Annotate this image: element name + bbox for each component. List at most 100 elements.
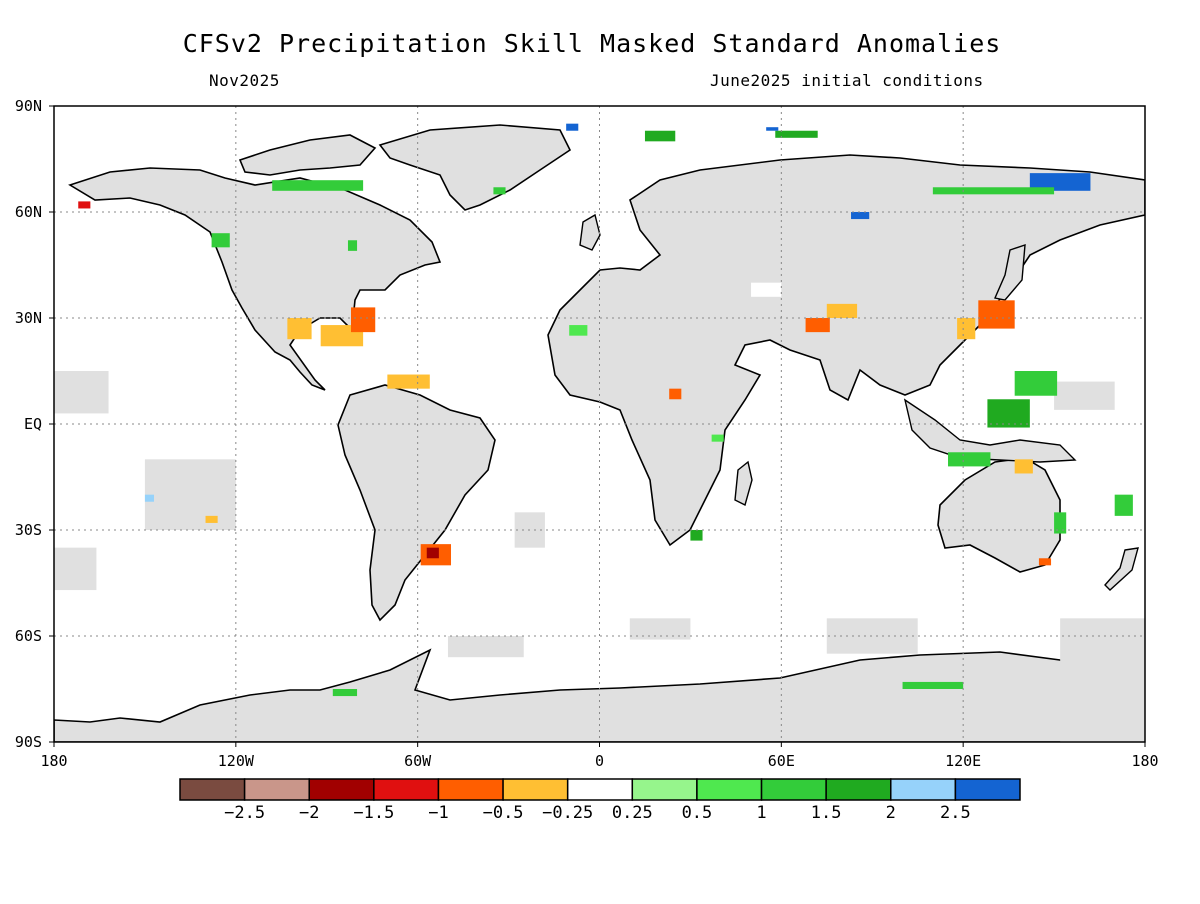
longitude-tick-label: 180	[40, 752, 67, 770]
masked-area	[54, 547, 97, 591]
masked-area	[144, 459, 236, 530]
british-isles-land	[579, 213, 601, 251]
colorbar-swatch	[566, 778, 634, 801]
longitude-tick-label: 60E	[768, 752, 795, 770]
latitude-tick-label: EQ	[24, 415, 42, 433]
greenland-land	[378, 124, 572, 211]
colorbar-label: −2	[299, 803, 319, 823]
anomaly-cell	[1014, 371, 1058, 396]
latitude-tick-label: 90S	[15, 733, 42, 751]
masked-area	[54, 371, 109, 414]
colorbar-label: 1	[756, 803, 766, 823]
anomaly-cell	[426, 547, 439, 559]
colorbar-swatch	[308, 778, 375, 801]
colorbar-swatch	[954, 778, 1021, 801]
anomaly-cell	[332, 689, 358, 697]
colorbar-label: −1.5	[353, 803, 394, 823]
colorbar-label: −0.25	[542, 803, 593, 823]
masked-area	[1054, 381, 1115, 410]
anomaly-cell	[957, 318, 976, 340]
anomaly-cell	[272, 180, 364, 191]
colorbar-label: 1.5	[811, 803, 842, 823]
anomaly-cell	[1038, 558, 1052, 566]
colorbar: −2.5 −2 −1.5 −1 −0.5 −0.25 0.25 0.5 1 1.5 2 2.5	[179, 778, 1021, 823]
anomaly-cell	[851, 212, 870, 220]
valid-month-label: Nov2025	[209, 71, 280, 90]
colorbar-swatch	[696, 778, 763, 801]
colorbar-swatch	[437, 778, 504, 801]
anomaly-cell	[1029, 173, 1091, 191]
anomaly-cell	[932, 187, 1055, 195]
latitude-tick-label: 60S	[15, 627, 42, 645]
maritime-continent-land	[903, 398, 1077, 463]
latitude-tick-label: 30S	[15, 521, 42, 539]
latitude-tick-label: 60N	[15, 203, 42, 221]
madagascar-land	[734, 460, 753, 507]
anomaly-cell	[569, 325, 588, 336]
anomaly-cell	[350, 307, 376, 333]
anomaly-cell	[775, 130, 818, 138]
land-masks	[54, 124, 1145, 742]
colorbar-swatch	[373, 778, 440, 801]
anomaly-cell	[805, 318, 830, 333]
grid-lines	[54, 106, 1145, 742]
anomaly-cell	[347, 240, 358, 251]
arctic-archipelago-land	[238, 134, 377, 176]
anomaly-cell	[1014, 459, 1033, 474]
japan-land	[994, 243, 1026, 301]
anomaly-cell	[287, 318, 312, 340]
anomaly-cell	[751, 282, 782, 297]
longitude-tick-label: 0	[595, 752, 604, 770]
colorbar-label: −1	[428, 803, 448, 823]
anomaly-cell	[78, 201, 91, 209]
anomaly-cell	[902, 681, 964, 689]
colorbar-label: −2.5	[224, 803, 265, 823]
map-area	[53, 105, 1146, 743]
longitude-tick-label: 120W	[218, 752, 255, 770]
colorbar-swatch	[502, 778, 569, 801]
anomaly-cell	[711, 434, 724, 442]
anomaly-cell	[644, 130, 676, 142]
colorbar-swatch	[890, 778, 957, 801]
new-zealand-land	[1104, 547, 1139, 591]
masked-area	[1060, 618, 1145, 742]
colorbar-label: 2.5	[940, 803, 971, 823]
australia-land	[937, 457, 1061, 573]
anomaly-cell	[987, 399, 1030, 428]
masked-regions	[54, 371, 1145, 742]
colorbar-label: −0.5	[483, 803, 524, 823]
colorbar-swatch	[243, 778, 310, 801]
anomaly-cell	[205, 515, 218, 523]
longitude-axis: 180 120W 60W 0 60E 120E 180	[40, 742, 1159, 770]
latitude-tick-label: 90N	[15, 97, 42, 115]
anomaly-cell	[826, 303, 858, 318]
south-america-land	[337, 384, 496, 622]
anomaly-cell	[669, 388, 682, 400]
initial-conditions-label: June2025 initial conditions	[710, 71, 984, 90]
masked-area	[447, 636, 524, 658]
colorbar-swatch	[179, 778, 246, 801]
anomaly-cell	[211, 233, 230, 248]
colorbar-swatch	[760, 778, 827, 801]
anomaly-cell	[566, 123, 579, 131]
longitude-tick-label: 60W	[404, 752, 432, 770]
anomaly-cells	[78, 123, 1133, 697]
latitude-axis: 90N 60N 30N EQ 30S 60S 90S	[15, 97, 54, 751]
longitude-tick-label: 120E	[945, 752, 981, 770]
anomaly-cell	[493, 187, 506, 195]
colorbar-label: 0.25	[612, 803, 653, 823]
latitude-tick-label: 30N	[15, 309, 42, 327]
colorbar-label: 0.5	[682, 803, 713, 823]
anomaly-cell	[1054, 512, 1067, 534]
colorbar-swatch	[631, 778, 698, 801]
masked-area	[629, 618, 691, 640]
anomaly-cell	[948, 452, 991, 467]
colorbar-swatch	[825, 778, 892, 801]
figure-title: CFSv2 Precipitation Skill Masked Standar…	[183, 29, 1002, 58]
anomaly-cell	[387, 374, 430, 389]
anomaly-cell	[1114, 494, 1133, 516]
colorbar-label: 2	[886, 803, 896, 823]
anomaly-cell	[144, 494, 155, 502]
anomaly-cell	[978, 300, 1015, 329]
